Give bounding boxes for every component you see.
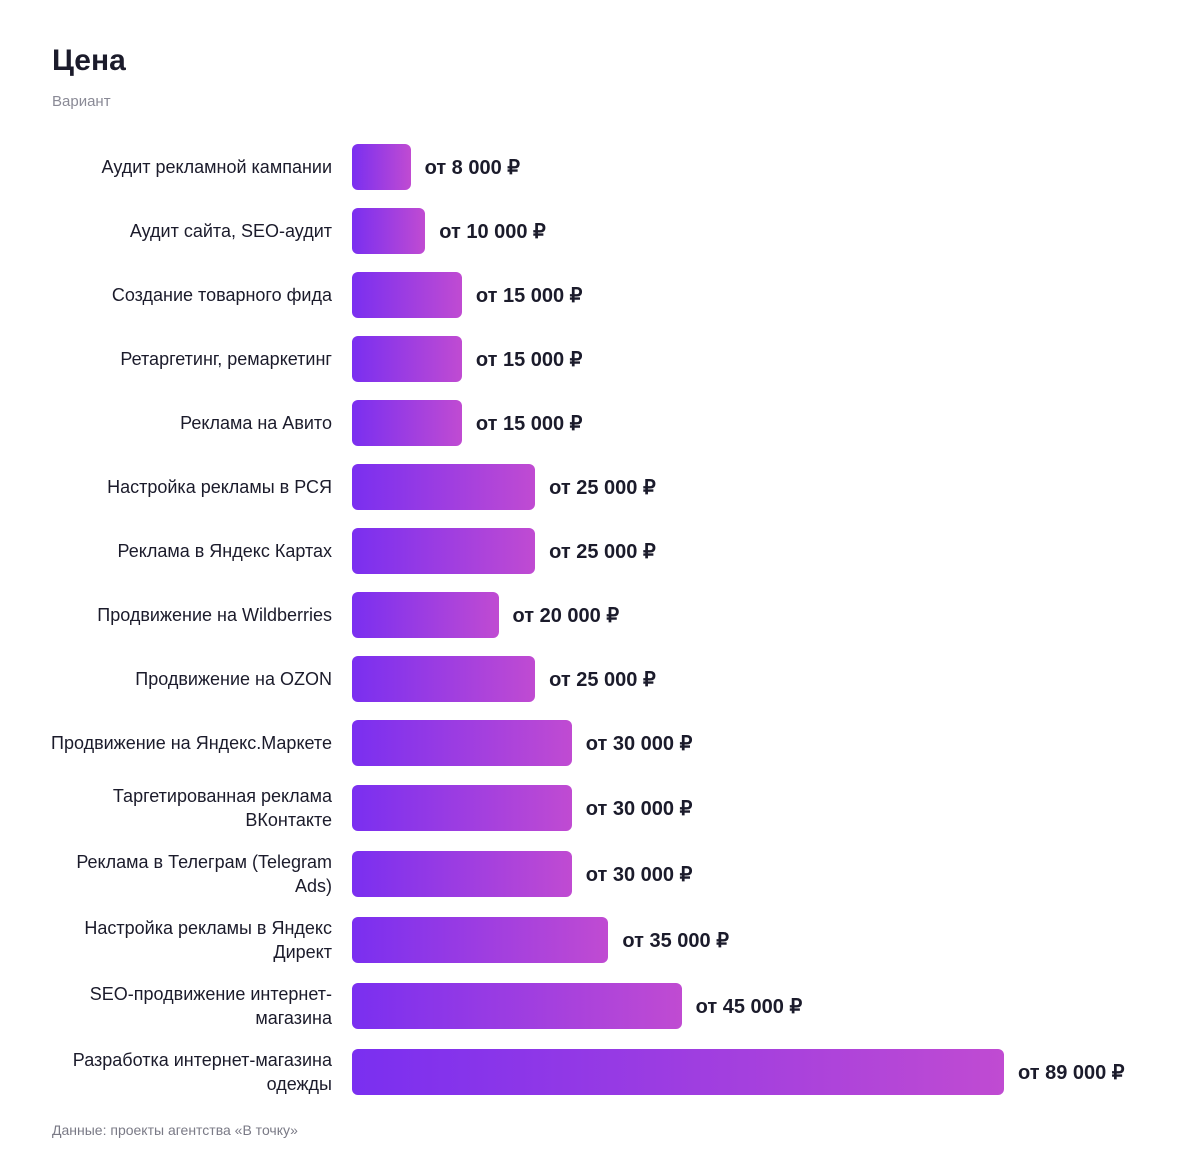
bar	[352, 917, 609, 963]
bar	[352, 1049, 1004, 1095]
chart-subtitle: Вариант	[52, 93, 111, 110]
value-label: от 10 000 ₽	[439, 220, 546, 243]
value-label: от 45 000 ₽	[695, 995, 803, 1018]
value-label: от 30 000 ₽	[585, 863, 693, 886]
bar	[352, 785, 572, 831]
category-label: Продвижение на Яндекс.Маркете	[51, 733, 332, 753]
value-label: от 15 000 ₽	[475, 348, 583, 371]
source-note: Данные: проекты агентства «В точку»	[52, 1122, 298, 1138]
category-label: Настройка рекламы в РСЯ	[107, 477, 332, 497]
bar-row: Аудит рекламной кампании от 8 000 ₽	[40, 144, 1190, 190]
bar	[352, 656, 536, 702]
category-label: Реклама в Телеграм (Telegram Ads)	[76, 852, 332, 896]
category-label: Реклама в Яндекс Картах	[117, 541, 332, 561]
bar-row: Аудит сайта, SEO-аудит от 10 000 ₽	[40, 208, 1190, 254]
bar	[352, 336, 462, 382]
bar-row: Продвижение на OZON от 25 000 ₽	[40, 656, 1190, 702]
value-label: от 35 000 ₽	[622, 929, 729, 952]
bar	[352, 720, 572, 766]
bar	[352, 528, 536, 574]
category-label: SEO-продвижение интернет-магазина	[89, 984, 332, 1028]
bar-row: Настройка рекламы в Яндекс Директ от 35 0…	[40, 916, 1190, 964]
category-label: Реклама на Авито	[180, 413, 332, 433]
bar-row: Ретаргетинг, ремаркетинг от 15 000 ₽	[40, 336, 1190, 382]
bar	[352, 464, 536, 510]
bar-row: Настройка рекламы в РСЯ от 25 000 ₽	[40, 464, 1190, 510]
value-label: от 20 000 ₽	[512, 604, 620, 627]
bars: Аудит рекламной кампании от 8 000 ₽ Аудит …	[40, 144, 1190, 1096]
bar-row: Реклама на Авито от 15 000 ₽	[40, 400, 1190, 446]
bar-row: Создание товарного фида от 15 000 ₽	[40, 272, 1190, 318]
category-label: Настройка рекламы в Яндекс Директ	[84, 918, 332, 962]
value-label: от 15 000 ₽	[475, 284, 583, 307]
bar-row: Реклама в Яндекс Картах от 25 000 ₽	[40, 528, 1190, 574]
value-label: от 89 000 ₽	[1018, 1061, 1125, 1084]
category-label: Аудит сайта, SEO-аудит	[129, 221, 332, 241]
bar	[352, 144, 411, 190]
bar	[352, 272, 462, 318]
bar-row: Таргетированная реклама ВКонтакте от 30 0…	[40, 784, 1190, 832]
value-label: от 30 000 ₽	[585, 732, 693, 755]
category-label: Таргетированная реклама ВКонтакте	[112, 786, 332, 830]
category-label: Продвижение на OZON	[135, 669, 332, 689]
bar-row: Продвижение на Яндекс.Маркете от 30 000 ₽	[40, 720, 1190, 766]
value-label: от 30 000 ₽	[585, 797, 693, 820]
bar	[352, 983, 682, 1029]
category-label: Аудит рекламной кампании	[101, 157, 332, 177]
bar-row: SEO-продвижение интернет-магазина от 45 0…	[40, 982, 1190, 1030]
value-label: от 25 000 ₽	[549, 540, 656, 563]
bar-row: Продвижение на Wildberries от 20 000 ₽	[40, 592, 1190, 638]
value-label: от 25 000 ₽	[549, 668, 656, 691]
category-label: Продвижение на Wildberries	[97, 605, 332, 625]
category-label: Ретаргетинг, ремаркетинг	[120, 349, 332, 369]
category-label: Разработка интернет-магазина одежды	[72, 1050, 332, 1094]
bar-row: Разработка интернет-магазина одежды от 89…	[40, 1048, 1190, 1096]
value-label: от 8 000 ₽	[424, 156, 520, 179]
category-label: Создание товарного фида	[111, 285, 332, 305]
bar-row: Реклама в Телеграм (Telegram Ads) от 30 0…	[40, 850, 1190, 898]
bar	[352, 592, 499, 638]
value-label: от 15 000 ₽	[475, 412, 583, 435]
bar	[352, 400, 462, 446]
value-label: от 25 000 ₽	[549, 476, 656, 499]
bar	[352, 208, 426, 254]
chart-title: Цена	[52, 44, 126, 77]
bar	[352, 851, 572, 897]
